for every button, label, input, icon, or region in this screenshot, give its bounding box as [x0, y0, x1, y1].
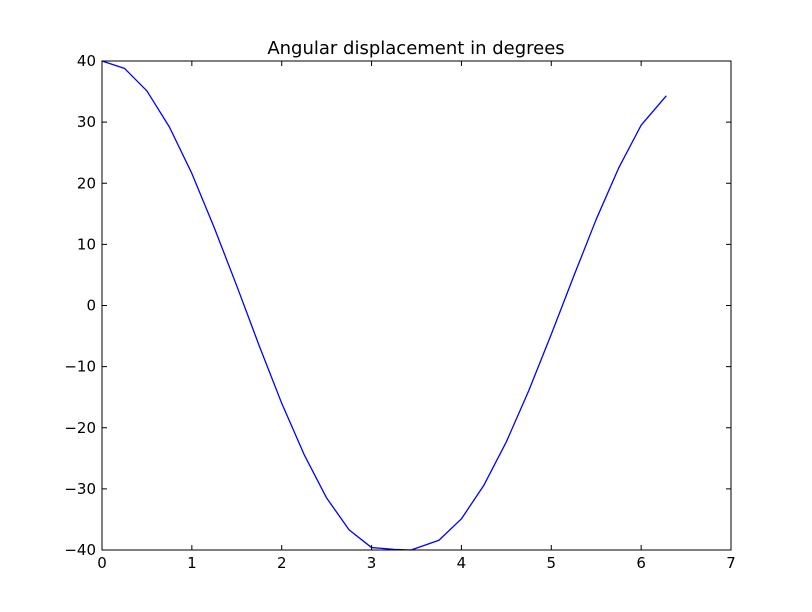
series-line-0	[101, 60, 667, 551]
chart-title: Angular displacement in degrees	[267, 38, 564, 59]
plot-frame	[101, 60, 732, 551]
y-tick-label: 40	[77, 52, 96, 70]
x-tick-label: 2	[277, 554, 287, 572]
x-tick-label: 3	[367, 554, 377, 572]
x-tick-label: 0	[97, 554, 107, 572]
x-tick-label: 1	[187, 554, 197, 572]
y-tick-label: 20	[77, 174, 96, 192]
y-tick-label: 30	[77, 113, 96, 131]
x-tick-label: 4	[457, 554, 467, 572]
x-axis: 0 1 2 3 4 5 6 7	[97, 61, 736, 572]
y-tick-label: 0	[86, 297, 96, 315]
y-tick-label: −20	[64, 419, 96, 437]
x-tick-label: 6	[636, 554, 646, 572]
x-tick-label: 5	[547, 554, 557, 572]
plot-area	[101, 60, 667, 551]
y-axis: 40 30 20 10 0 −10 −20 −30 −40	[64, 52, 731, 559]
y-tick-label: −30	[64, 480, 96, 498]
y-tick-label: 10	[77, 235, 96, 253]
y-tick-label: −40	[64, 541, 96, 559]
y-tick-label: −10	[64, 358, 96, 376]
x-tick-label: 7	[726, 554, 736, 572]
